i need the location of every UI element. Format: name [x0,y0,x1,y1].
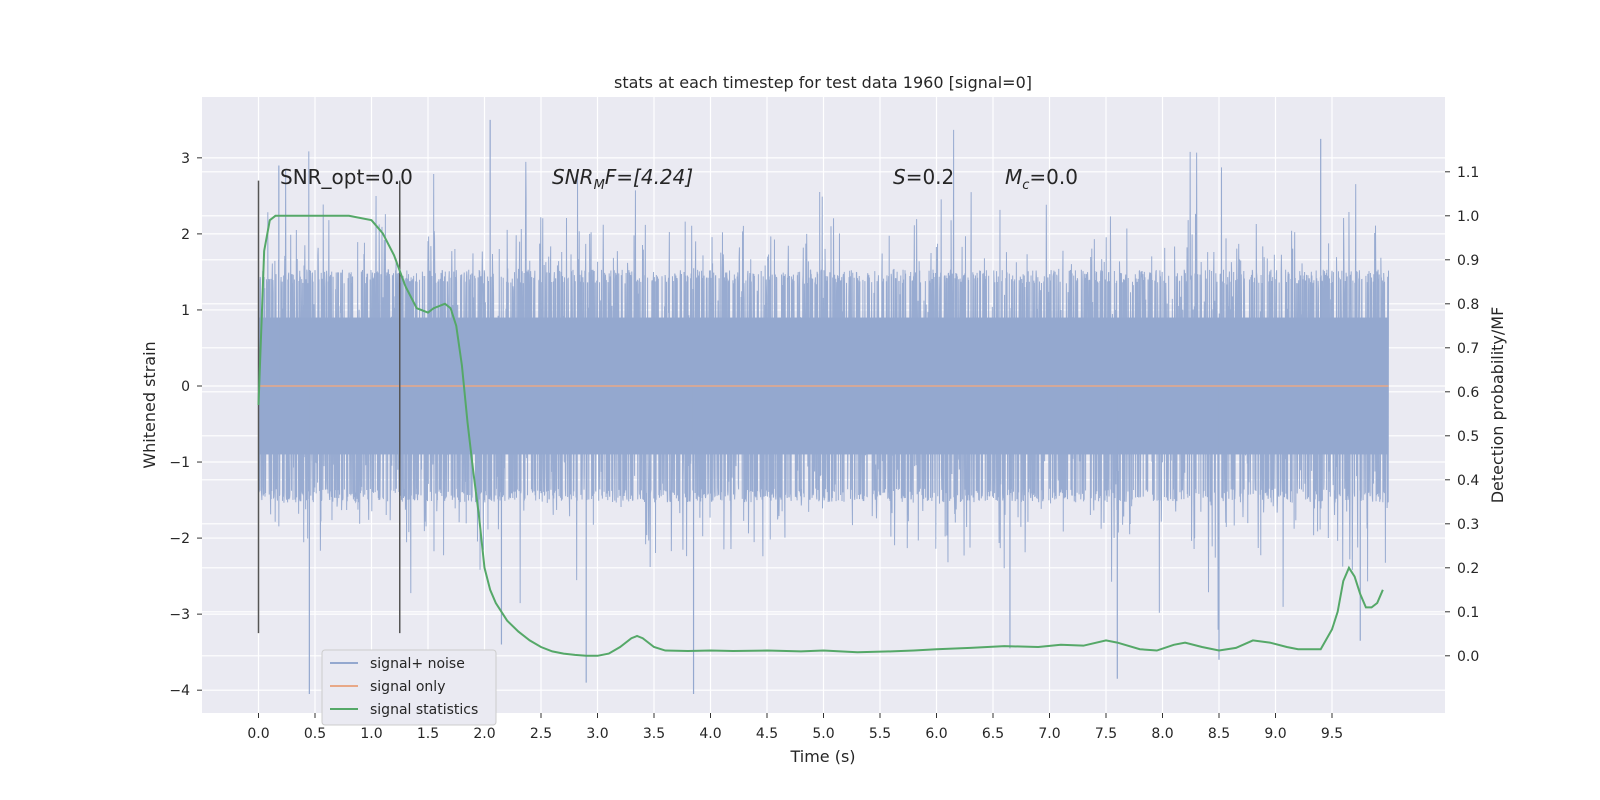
y-axis-label: Whitened strain [140,341,159,468]
vertical-markers [257,180,401,634]
annotation-snr-mf: SNRMF=[4.24] [552,165,693,193]
legend-label-signal-noise: signal+ noise [370,656,465,672]
annotation-mc: Mc=0.0 [1005,165,1078,193]
y-tick-label: −4 [169,683,190,699]
y2-tick-label: 0.3 [1457,517,1479,533]
x-tick-label: 0.5 [304,726,326,742]
y-tick-label: 2 [181,227,190,243]
y2-tick-label: 1.1 [1457,165,1479,181]
signal-statistics-line [257,214,1384,657]
y-tick-label: 3 [181,151,190,167]
x-tick-label: 2.5 [530,726,552,742]
x-tick-label: 4.0 [699,726,721,742]
snr-mf-main: SNR [552,165,594,189]
s-rest: =0.2 [906,165,955,189]
mc-main: M [1005,165,1022,189]
y2-tick-label: 0.6 [1457,385,1479,401]
x-tick-label: 8.5 [1208,726,1230,742]
y2-tick-label: 0.0 [1457,649,1479,665]
y2-tick-label: 0.7 [1457,341,1479,357]
y-tick-label: −1 [169,455,190,471]
x-tick-label: 9.0 [1264,726,1286,742]
mc-rest: =0.0 [1029,165,1078,189]
x-tick-label: 3.5 [643,726,665,742]
x-tick-label: 0.0 [247,726,269,742]
s-main: S [893,165,906,189]
x-tick-label: 6.0 [925,726,947,742]
x-tick-label: 6.5 [982,726,1004,742]
legend-label-signal-only: signal only [370,679,445,695]
annotation-snr-opt: SNR_opt=0.0 [280,165,413,189]
y2-tick-label: 0.1 [1457,605,1479,621]
x-tick-label: 8.0 [1151,726,1173,742]
snr-mf-sub: M [594,178,605,193]
mc-sub: c [1022,178,1029,193]
x-tick-label: 9.5 [1321,726,1343,742]
x-tick-label: 5.5 [869,726,891,742]
legend-label-signal-statistics: signal statistics [370,702,478,718]
annotation-s: S=0.2 [893,165,954,189]
series-signal-statistics [257,214,1384,657]
x-tick-label: 1.0 [360,726,382,742]
x-tick-label: 7.5 [1095,726,1117,742]
x-tick-label: 4.5 [756,726,778,742]
x-tick-label: 2.0 [473,726,495,742]
y2-tick-label: 0.5 [1457,429,1479,445]
y-tick-label: −2 [169,531,190,547]
y2-tick-label: 0.9 [1457,253,1479,269]
x-axis-label: Time (s) [789,747,855,766]
y2-tick-label: 1.0 [1457,209,1479,225]
x-tick-label: 1.5 [417,726,439,742]
y-tick-label: 0 [181,379,190,395]
y-tick-label: −3 [169,607,190,623]
tick-labels: 0.0 0.5 1.0 1.5 2.0 2.5 3.0 3.5 4.0 4.5 5.0 5.5 6.0 6… [169,151,1479,742]
x-tick-label: 3.0 [586,726,608,742]
y2-tick-label: 0.2 [1457,561,1479,577]
legend: signal+ noise signal only signal statist… [321,649,497,726]
legend-box [321,649,497,726]
snr-mf-rest: F=[4.24] [605,165,693,189]
y2-tick-label: 0.8 [1457,297,1479,313]
y2-axis-label: Detection probability/MF [1488,307,1507,504]
chart-title: stats at each timestep for test data 196… [614,73,1032,92]
x-tick-label: 5.0 [812,726,834,742]
y2-tick-label: 0.4 [1457,473,1479,489]
x-tick-label: 7.0 [1038,726,1060,742]
y-tick-label: 1 [181,303,190,319]
